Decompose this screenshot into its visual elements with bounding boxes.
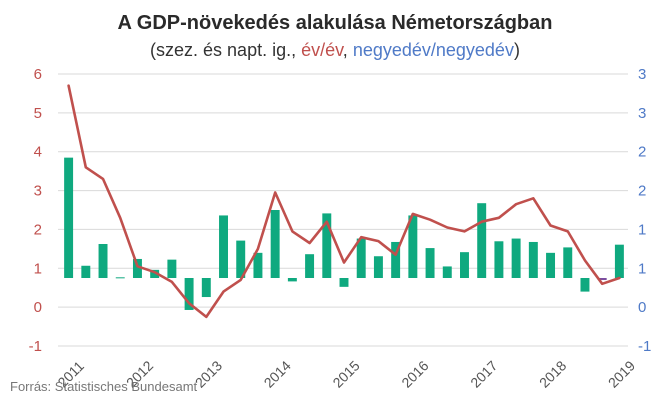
- left-tick-label: 4: [34, 144, 42, 161]
- qoq-bar: [219, 215, 228, 278]
- subtitle-suffix: ): [514, 40, 520, 60]
- qoq-bar: [442, 266, 452, 278]
- left-tick-label: 0: [34, 299, 42, 316]
- subtitle-separator: ,: [343, 40, 353, 60]
- left-tick-label: 6: [34, 66, 42, 83]
- qoq-bar: [614, 244, 624, 278]
- qoq-bar: [305, 254, 315, 278]
- qoq-bar: [339, 278, 349, 287]
- qoq-bar: [425, 248, 435, 278]
- chart-subtitle: (szez. és napt. ig., év/év, negyedév/neg…: [150, 40, 520, 60]
- qoq-bar: [98, 244, 108, 278]
- x-tick-label: 2018: [536, 357, 569, 390]
- left-tick-label: 1: [34, 260, 42, 277]
- right-tick-label: 3: [638, 105, 646, 122]
- source-note: Forrás: Statistisches Bundesamt: [10, 379, 198, 394]
- qoq-bar: [477, 203, 487, 278]
- subtitle-qoq-legend: negyedév/negyedév: [353, 40, 514, 60]
- subtitle-yoy-legend: év/év: [301, 40, 344, 60]
- x-tick-label: 2014: [261, 357, 294, 390]
- right-tick-label: 0: [638, 299, 646, 316]
- subtitle-prefix: (szez. és napt. ig.,: [150, 40, 301, 60]
- qoq-bar: [356, 238, 366, 278]
- qoq-bar: [528, 241, 538, 278]
- qoq-bar: [270, 210, 280, 278]
- qoq-bar: [64, 157, 74, 278]
- qoq-bar: [322, 213, 332, 278]
- qoq-bar: [201, 278, 211, 298]
- qoq-bar: [373, 256, 383, 278]
- qoq-bar: [253, 252, 263, 278]
- right-axis: -1 0 1 1 2 2 3 3: [638, 66, 651, 355]
- left-tick-label: -1: [29, 338, 42, 355]
- x-tick-label: 2017: [467, 357, 500, 390]
- yoy-line-layer: [67, 84, 621, 319]
- qoq-bar: [81, 265, 91, 278]
- qoq-bar: [167, 259, 177, 278]
- qoq-bar: [287, 278, 297, 282]
- qoq-bar: [597, 278, 607, 281]
- qoq-bar: [511, 238, 521, 278]
- left-axis: -1 0 1 2 3 4 5 6: [29, 66, 42, 355]
- qoq-bar: [580, 278, 590, 292]
- qoq-bar: [150, 269, 160, 278]
- qoq-bar: [184, 278, 194, 310]
- yoy-line: [67, 84, 621, 319]
- chart-title: A GDP-növekedés alakulása Németországban: [118, 12, 553, 34]
- gridlines: [58, 73, 628, 347]
- qoq-bar: [132, 258, 142, 278]
- qoq-bar: [115, 277, 125, 279]
- right-tick-label: -1: [638, 338, 651, 355]
- right-tick-label: 2: [638, 183, 646, 200]
- qoq-bar: [546, 252, 556, 278]
- qoq-bar: [408, 215, 418, 278]
- x-tick-label: 2015: [329, 357, 362, 390]
- x-tick-label: 2019: [605, 357, 638, 390]
- right-tick-label: 1: [638, 221, 646, 238]
- right-tick-label: 1: [638, 260, 646, 277]
- left-tick-label: 2: [34, 221, 42, 238]
- x-tick-label: 2016: [398, 357, 431, 390]
- qoq-bars: [64, 157, 624, 310]
- qoq-bar: [460, 252, 469, 278]
- right-tick-label: 2: [638, 144, 646, 161]
- left-tick-label: 3: [34, 183, 42, 200]
- right-tick-label: 3: [638, 66, 646, 83]
- qoq-bar: [494, 241, 504, 278]
- qoq-bar: [236, 240, 246, 278]
- left-tick-label: 5: [34, 105, 42, 122]
- qoq-bar: [391, 241, 401, 278]
- qoq-bar: [563, 247, 573, 278]
